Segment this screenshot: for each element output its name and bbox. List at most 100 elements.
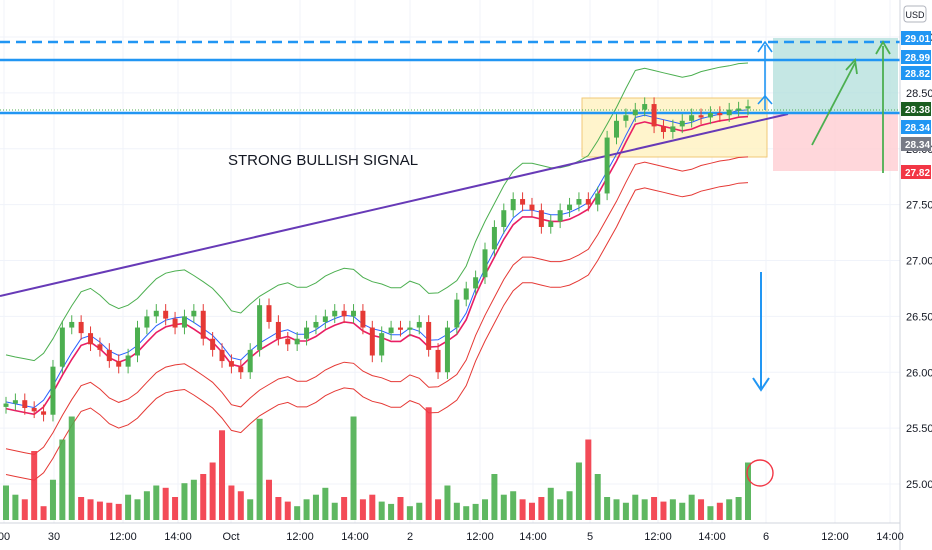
candle-body [31,408,37,412]
volume-bar [585,439,592,520]
price-axis-tick: 27.50 [906,200,932,212]
candle-body [416,321,422,328]
candle-body [604,137,610,194]
volume-bar [181,483,188,520]
volume-bar [547,487,554,520]
volume-bar [322,487,329,520]
candle [247,343,253,379]
candle [22,393,28,415]
price-tag: 28.38 [901,102,931,116]
candle-body [285,338,291,345]
candle [689,108,695,128]
candle [332,304,338,324]
candle [510,192,516,217]
candle-body [210,338,216,350]
candle [679,114,685,134]
price-axis-tick: 27.00 [906,256,932,268]
ascending-trendline[interactable] [0,113,789,297]
candle-body [50,366,56,415]
candle [670,119,676,139]
candle-body [736,108,742,111]
currency-button[interactable]: USD [903,5,927,23]
candle-body [660,126,666,132]
volume-bar [115,503,122,520]
candle [50,359,56,422]
price-tag-bg [901,137,931,151]
volume-bar [425,407,432,520]
volume-bar [453,502,460,520]
candle-body [745,106,751,109]
candle [369,320,375,363]
volume-bar [275,497,282,520]
candle [388,320,394,340]
candle-body [257,305,263,350]
candle-body [369,327,375,356]
volume-bar [40,506,47,520]
volume-bar [613,499,620,520]
volume-bar [78,497,85,520]
candle [567,197,573,217]
candle [491,220,497,257]
candle [200,304,206,346]
price-tag-label: 28.38 [905,105,930,116]
volume-bar [745,462,751,520]
candle [557,203,563,229]
price-tag-bg [901,120,931,134]
candle-body [501,210,507,227]
candle [397,320,403,337]
volume-bar [369,494,376,520]
price-tag-label: 29.01 [905,34,930,45]
candle [266,298,272,329]
candle [660,119,666,139]
volume-bar [284,501,291,520]
candle-body [689,115,695,121]
candle-body [520,199,526,205]
candle-body [332,310,338,317]
candle [219,343,225,368]
candle-body [576,199,582,205]
candle-body [491,226,497,250]
candle-body [144,316,150,328]
candle-body [726,109,732,116]
candle [106,343,112,368]
candle [463,281,469,307]
volume-bar [669,499,676,520]
candle [736,101,742,117]
candle-body [651,104,657,127]
candle [407,320,413,337]
candle [163,304,169,326]
time-axis-tick: 5 [587,531,593,543]
candle-body [632,109,638,116]
stop-zone [773,113,898,171]
candle [473,270,479,296]
volume-bar [59,439,66,520]
candle-body [219,349,225,362]
price-tag-label: 28.34 [905,140,930,151]
volume-bar [256,418,263,520]
price-tag-bg [901,102,931,116]
volume-bar [397,497,404,520]
candle-body [153,310,159,317]
price-tag: 27.82 [901,165,931,179]
candle [707,106,713,125]
volume-bar [435,499,442,520]
candle-body [200,310,206,339]
candle-body [294,338,300,345]
candle [642,97,648,117]
time-axis-tick: 12:00 [821,531,849,543]
price-axis-tick: 26.00 [906,367,932,379]
volume-bar [688,494,695,520]
price-tag: 28.34 [901,137,931,151]
candle-body [567,204,573,211]
candlestick-series [3,97,751,422]
candle-body [435,349,441,373]
volume-bar [557,499,564,520]
time-axis-tick: 14:00 [876,531,904,543]
candle-body [670,126,676,132]
candle-body [548,221,554,227]
volume-bar [707,506,714,520]
candle [181,309,187,335]
candle-body [322,316,328,322]
time-axis-tick: 14:00 [519,531,547,543]
